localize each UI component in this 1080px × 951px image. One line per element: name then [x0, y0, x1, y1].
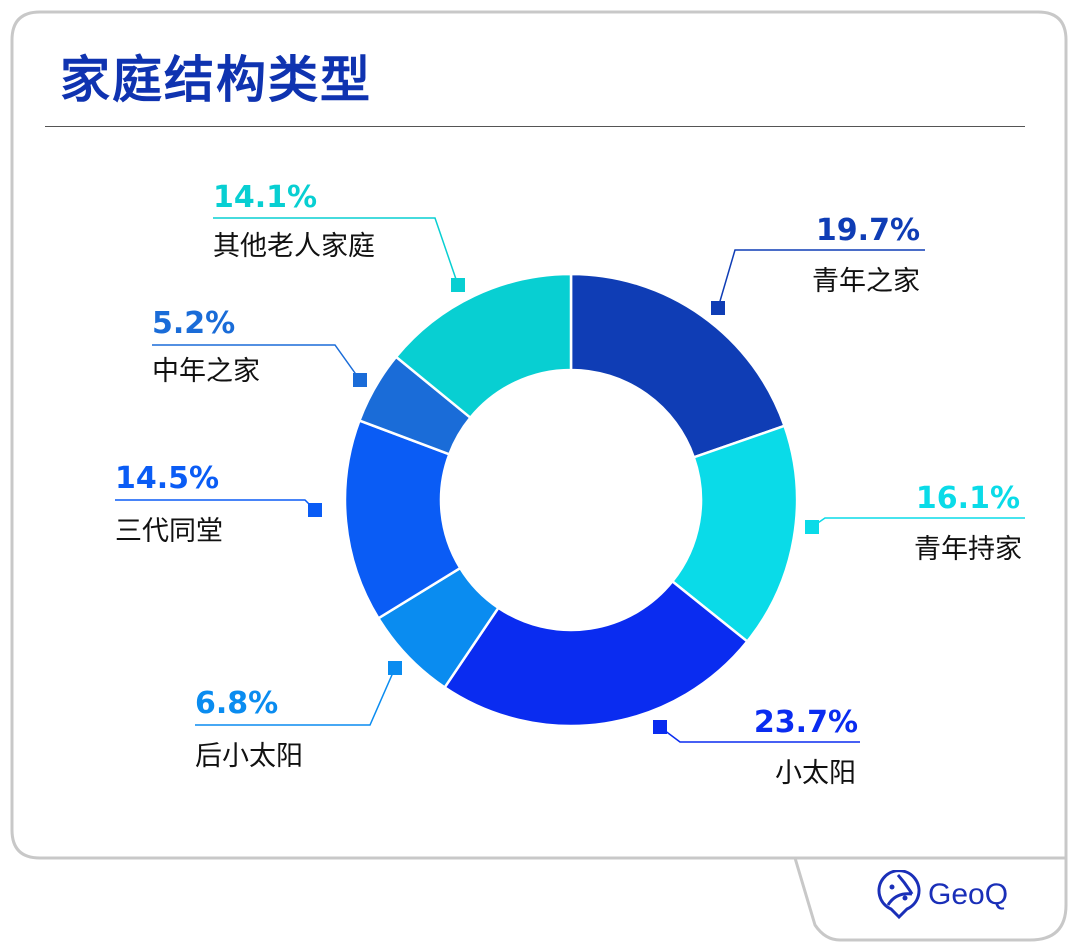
callout-line [152, 344, 361, 381]
callout-marker [308, 503, 322, 517]
callout-marker [653, 720, 667, 734]
category-label: 其他老人家庭 [213, 231, 375, 262]
donut-segment [569, 272, 787, 459]
data-label: 19.7% [816, 213, 920, 248]
donut-segment [442, 579, 750, 728]
category-label: 后小太阳 [195, 741, 303, 772]
category-label: 中年之家 [152, 356, 260, 387]
callout-marker [711, 301, 725, 315]
category-label: 青年持家 [914, 534, 1022, 565]
data-label: 14.1% [213, 180, 317, 215]
callout-marker [388, 661, 402, 675]
donut-segment [394, 272, 573, 420]
title-divider [45, 126, 1025, 127]
geoq-logo: GeoQ [876, 870, 1008, 920]
brand-name: GeoQ [928, 878, 1009, 911]
donut-segment [670, 424, 799, 644]
data-label: 23.7% [754, 705, 858, 740]
category-label: 三代同堂 [115, 516, 223, 547]
callout-marker [451, 278, 465, 292]
data-label: 5.2% [152, 306, 235, 341]
data-label: 16.1% [916, 481, 1020, 516]
callout-line [195, 667, 396, 726]
chart-title: 家庭结构类型 [60, 51, 372, 109]
callout-marker [805, 520, 819, 534]
callout-marker [353, 373, 367, 387]
callout-line [213, 217, 459, 286]
category-label: 小太阳 [775, 758, 856, 789]
geoq-pin-icon [877, 870, 921, 920]
callout-line [115, 499, 316, 511]
data-label: 6.8% [195, 686, 278, 721]
callout-line [811, 517, 1025, 528]
callout-line [717, 249, 925, 309]
category-label: 青年之家 [812, 266, 920, 297]
data-label: 14.5% [115, 461, 219, 496]
